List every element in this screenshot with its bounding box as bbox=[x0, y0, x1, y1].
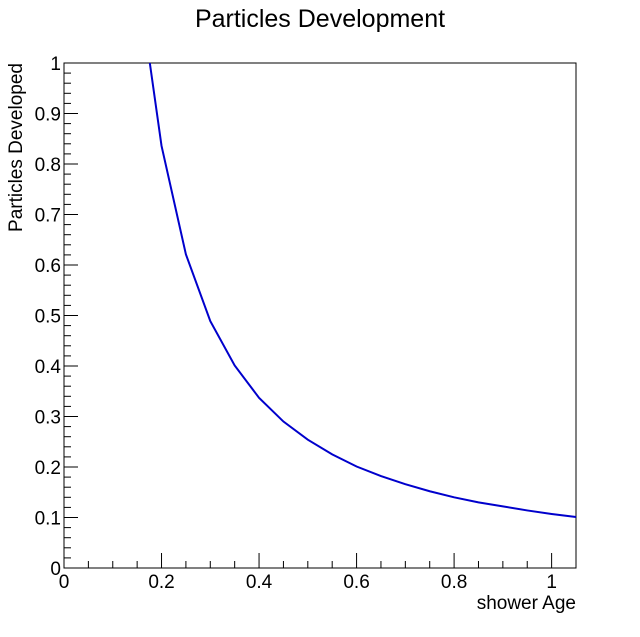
x-tick-label: 0.6 bbox=[343, 572, 369, 593]
y-tick-label: 0.4 bbox=[35, 357, 62, 378]
x-tick-label: 1 bbox=[546, 572, 557, 593]
chart-title: Particles Development bbox=[195, 5, 445, 33]
y-tick-label: 0.7 bbox=[35, 206, 61, 227]
y-axis-title: Particles Developed bbox=[6, 63, 27, 232]
x-tick-label: 0.2 bbox=[148, 572, 174, 593]
plot-frame bbox=[63, 62, 577, 569]
y-tick-label: 0.8 bbox=[35, 155, 61, 176]
x-tick-label: 0 bbox=[59, 572, 70, 593]
y-axis-tick-labels: 0 0.1 0.2 0.3 0.4 0.5 0.6 0.7 0.8 0.9 1 bbox=[35, 54, 62, 580]
x-axis-title: shower Age bbox=[477, 593, 576, 614]
x-tick-label: 0.8 bbox=[441, 572, 467, 593]
y-tick-label: 0.6 bbox=[35, 256, 61, 277]
y-tick-label: 0.9 bbox=[35, 105, 61, 126]
y-axis-ticks bbox=[64, 62, 78, 569]
y-tick-label: 0.1 bbox=[35, 509, 61, 530]
y-tick-label: 0.2 bbox=[35, 458, 61, 479]
y-tick-label: 0 bbox=[50, 559, 61, 580]
x-axis-tick-labels: 0 0.2 0.4 0.6 0.8 1 bbox=[59, 572, 557, 593]
series-line bbox=[148, 62, 577, 518]
y-tick-label: 0.3 bbox=[35, 408, 61, 429]
x-axis-ticks bbox=[63, 553, 577, 568]
y-tick-label: 1 bbox=[50, 54, 61, 75]
x-tick-label: 0.4 bbox=[246, 572, 273, 593]
y-tick-label: 0.5 bbox=[35, 307, 61, 328]
